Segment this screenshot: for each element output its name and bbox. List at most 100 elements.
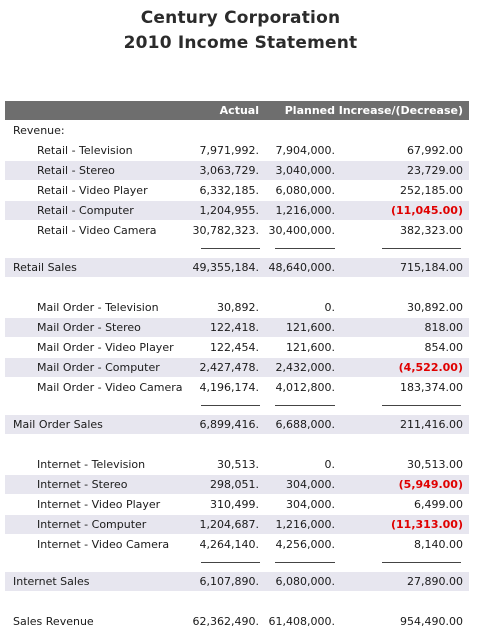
row-label: Mail Order - Video Player bbox=[37, 341, 174, 354]
row-diff: 8,140.00 bbox=[414, 538, 463, 551]
row-actual: 122,418. bbox=[210, 321, 259, 334]
row-diff: 954,490.00 bbox=[400, 615, 463, 628]
row-label: Internet - Television bbox=[37, 458, 146, 471]
row-diff: 715,184.00 bbox=[400, 261, 463, 274]
table-row: Mail Order - Computer 2,427,478. 2,432,0… bbox=[5, 358, 469, 377]
row-label: Retail - Television bbox=[37, 144, 133, 157]
row-diff-negative: (4,522.00) bbox=[398, 361, 463, 374]
row-diff: 6,499.00 bbox=[414, 498, 463, 511]
header-actual: Actual bbox=[219, 104, 259, 117]
row-planned: 1,216,000. bbox=[275, 204, 335, 217]
row-planned: 4,012,800. bbox=[275, 381, 335, 394]
row-diff: 27,890.00 bbox=[407, 575, 463, 588]
subtotal-rule bbox=[275, 405, 335, 406]
row-actual: 298,051. bbox=[210, 478, 259, 491]
subtotal-rule bbox=[201, 562, 260, 563]
row-label: Sales Revenue bbox=[13, 615, 94, 628]
row-planned: 48,640,000. bbox=[268, 261, 335, 274]
table-row: Internet - Video Camera 4,264,140. 4,256… bbox=[5, 535, 469, 554]
table-row: Retail - Stereo 3,063,729. 3,040,000. 23… bbox=[5, 161, 469, 180]
row-label: Internet - Computer bbox=[37, 518, 147, 531]
row-diff: 211,416.00 bbox=[400, 418, 463, 431]
revenue-label: Revenue: bbox=[13, 124, 65, 137]
row-diff: 30,892.00 bbox=[407, 301, 463, 314]
row-planned: 121,600. bbox=[286, 341, 335, 354]
row-label: Mail Order - Computer bbox=[37, 361, 160, 374]
row-label: Internet - Video Player bbox=[37, 498, 161, 511]
table-row: Mail Order - Stereo 122,418. 121,600. 81… bbox=[5, 318, 469, 337]
row-label: Mail Order - Video Camera bbox=[37, 381, 183, 394]
row-actual: 4,196,174. bbox=[199, 381, 259, 394]
row-diff: 67,992.00 bbox=[407, 144, 463, 157]
row-planned: 6,688,000. bbox=[275, 418, 335, 431]
row-label: Mail Order - Television bbox=[37, 301, 159, 314]
row-label: Retail Sales bbox=[13, 261, 77, 274]
row-actual: 1,204,955. bbox=[199, 204, 259, 217]
row-diff-negative: (5,949.00) bbox=[398, 478, 463, 491]
row-label: Retail - Video Camera bbox=[37, 224, 157, 237]
table-row: Internet - Television 30,513. 0. 30,513.… bbox=[5, 455, 469, 474]
row-actual: 1,204,687. bbox=[199, 518, 259, 531]
row-actual: 2,427,478. bbox=[199, 361, 259, 374]
row-actual: 7,971,992. bbox=[199, 144, 259, 157]
row-label: Retail - Computer bbox=[37, 204, 134, 217]
row-diff: 818.00 bbox=[424, 321, 464, 334]
row-label: Retail - Stereo bbox=[37, 164, 115, 177]
row-actual: 30,782,323. bbox=[192, 224, 259, 237]
retail-total-row: Retail Sales 49,355,184. 48,640,000. 715… bbox=[5, 258, 469, 277]
row-diff-negative: (11,313.00) bbox=[391, 518, 463, 531]
row-label: Mail Order Sales bbox=[13, 418, 103, 431]
row-actual: 122,454. bbox=[210, 341, 259, 354]
sales-revenue-total-row: Sales Revenue 62,362,490. 61,408,000. 95… bbox=[5, 612, 469, 631]
mail-order-total-row: Mail Order Sales 6,899,416. 6,688,000. 2… bbox=[5, 415, 469, 434]
row-actual: 30,892. bbox=[217, 301, 259, 314]
table-row: Internet - Computer 1,204,687. 1,216,000… bbox=[5, 515, 469, 534]
row-planned: 4,256,000. bbox=[275, 538, 335, 551]
subtotal-rule bbox=[382, 562, 461, 563]
report-title: Century Corporation bbox=[140, 8, 341, 28]
table-row: Retail - Video Camera 30,782,323. 30,400… bbox=[5, 221, 469, 240]
row-actual: 4,264,140. bbox=[199, 538, 259, 551]
row-planned: 6,080,000. bbox=[275, 575, 335, 588]
subtotal-rule bbox=[382, 248, 461, 249]
row-planned: 30,400,000. bbox=[268, 224, 335, 237]
table-row: Mail Order - Video Player 122,454. 121,6… bbox=[5, 338, 469, 357]
table-row: Retail - Computer 1,204,955. 1,216,000. … bbox=[5, 201, 469, 220]
subtotal-rule bbox=[382, 405, 461, 406]
row-label: Internet Sales bbox=[13, 575, 90, 588]
row-actual: 3,063,729. bbox=[199, 164, 259, 177]
table-row: Internet - Stereo 298,051. 304,000. (5,9… bbox=[5, 475, 469, 494]
row-planned: 304,000. bbox=[286, 498, 335, 511]
internet-total-row: Internet Sales 6,107,890. 6,080,000. 27,… bbox=[5, 572, 469, 591]
subtotal-rule bbox=[201, 248, 260, 249]
report-subtitle: 2010 Income Statement bbox=[123, 33, 358, 53]
row-planned: 2,432,000. bbox=[275, 361, 335, 374]
row-label: Internet - Stereo bbox=[37, 478, 128, 491]
row-planned: 304,000. bbox=[286, 478, 335, 491]
row-planned: 1,216,000. bbox=[275, 518, 335, 531]
subtotal-rule bbox=[275, 248, 335, 249]
row-label: Internet - Video Camera bbox=[37, 538, 170, 551]
row-planned: 61,408,000. bbox=[268, 615, 335, 628]
row-diff-negative: (11,045.00) bbox=[391, 204, 463, 217]
row-actual: 62,362,490. bbox=[192, 615, 259, 628]
row-planned: 3,040,000. bbox=[275, 164, 335, 177]
header-planned: Planned bbox=[284, 104, 335, 117]
table-row: Mail Order - Video Camera 4,196,174. 4,0… bbox=[5, 378, 469, 397]
row-actual: 30,513. bbox=[217, 458, 259, 471]
subtotal-rule bbox=[201, 405, 260, 406]
row-diff: 382,323.00 bbox=[400, 224, 463, 237]
row-diff: 183,374.00 bbox=[400, 381, 463, 394]
row-actual: 6,332,185. bbox=[199, 184, 259, 197]
row-label: Retail - Video Player bbox=[37, 184, 148, 197]
row-planned: 0. bbox=[324, 458, 336, 471]
row-planned: 6,080,000. bbox=[275, 184, 335, 197]
row-diff: 30,513.00 bbox=[407, 458, 463, 471]
table-row: Internet - Video Player 310,499. 304,000… bbox=[5, 495, 469, 514]
subtotal-rule bbox=[275, 562, 335, 563]
row-planned: 7,904,000. bbox=[275, 144, 335, 157]
header-increase-decrease: Increase/(Decrease) bbox=[338, 104, 463, 117]
table-row: Mail Order - Television 30,892. 0. 30,89… bbox=[5, 298, 469, 317]
revenue-label-row: Revenue: bbox=[5, 121, 469, 140]
row-actual: 6,899,416. bbox=[199, 418, 259, 431]
